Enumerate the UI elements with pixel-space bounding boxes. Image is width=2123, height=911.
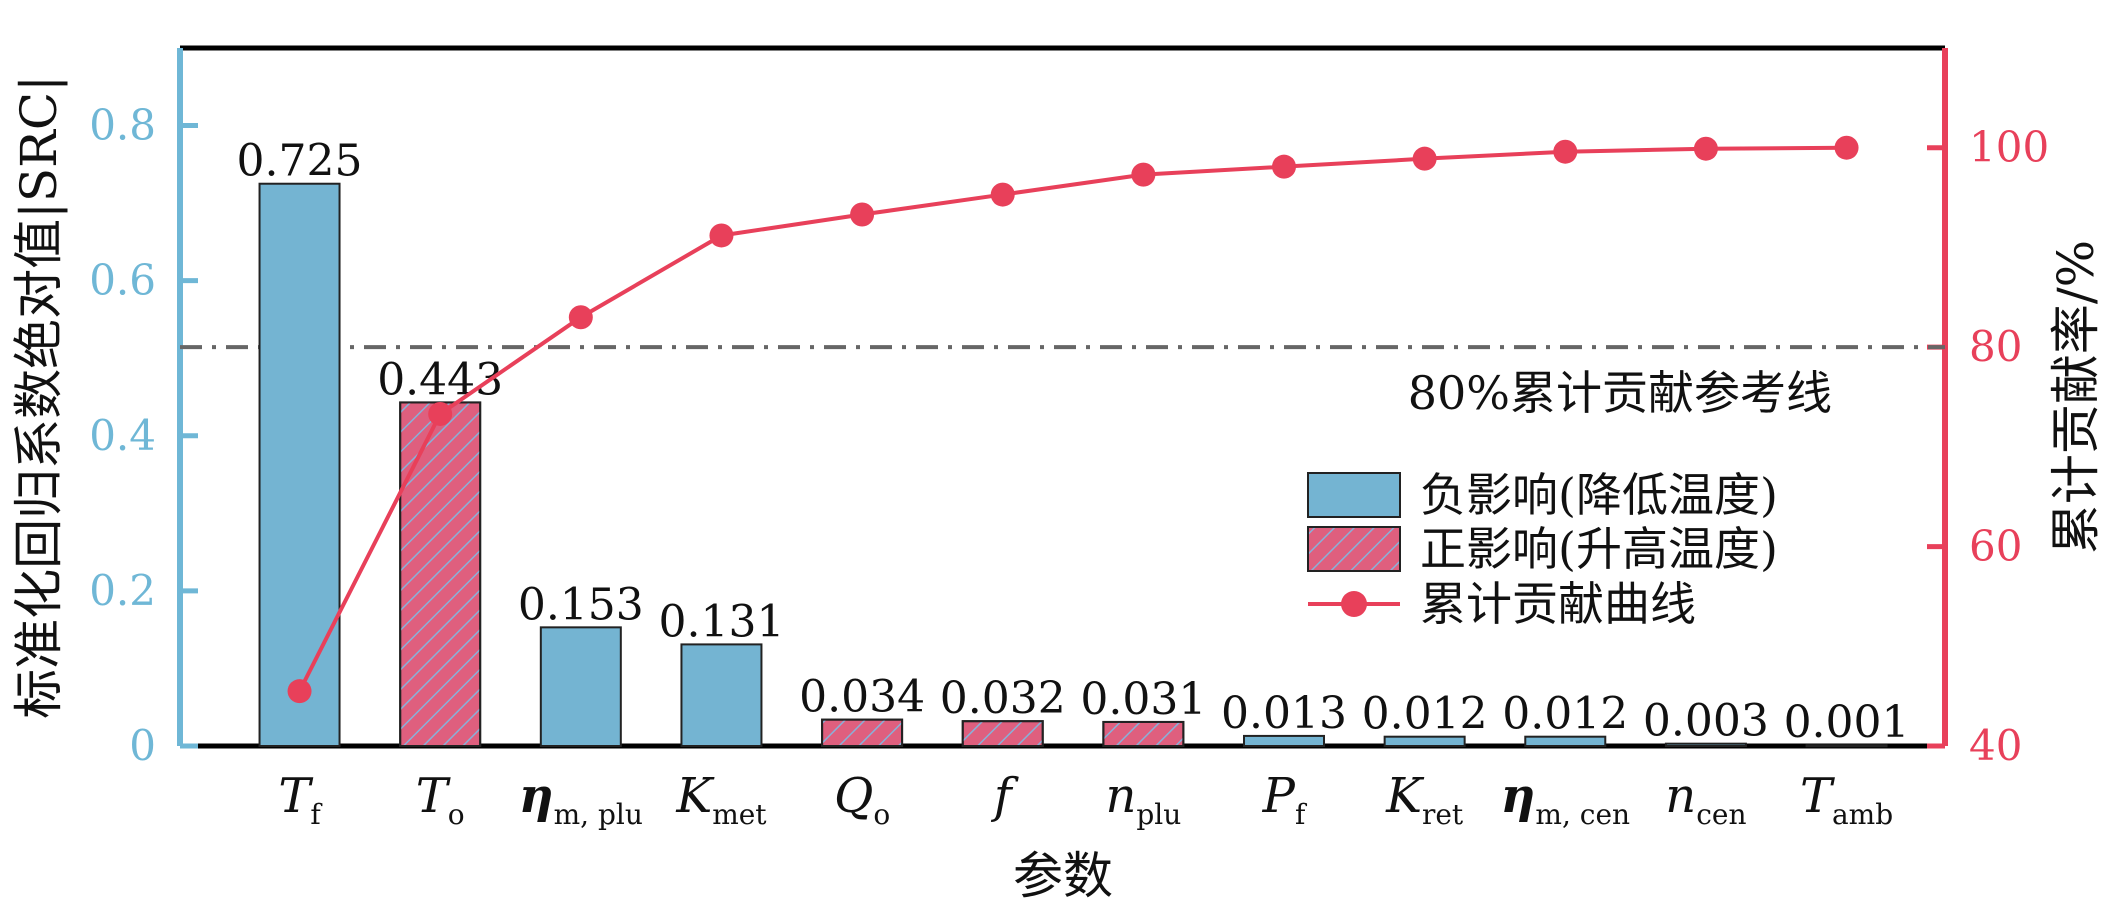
cumulative-point-3 bbox=[568, 305, 593, 330]
cumulative-point-5 bbox=[850, 202, 875, 227]
x-axis-tick-labels: Tf To ηm, plu Kmet Qo f nplu Pf Kret ηm, cen ncen T… bbox=[278, 768, 1893, 831]
cumulative-point-10 bbox=[1553, 139, 1578, 164]
bar-hatch-7 bbox=[1102, 720, 1185, 747]
right-tick-label: 40 bbox=[1969, 721, 2022, 770]
x-tick-label: f bbox=[991, 768, 1019, 824]
cumulative-point-12 bbox=[1834, 135, 1859, 160]
legend-swatch-negative bbox=[1307, 472, 1401, 518]
bar-value-label: 0.013 bbox=[1221, 688, 1347, 739]
x-axis-title: 参数 bbox=[1013, 847, 1113, 905]
left-tick-label: 0.4 bbox=[89, 411, 156, 460]
x-tick-label: To bbox=[416, 768, 465, 831]
reference-line-group: 80%累计贡献参考线 bbox=[180, 345, 1945, 420]
bar-hatch-6 bbox=[961, 720, 1044, 748]
x-tick-label: Kret bbox=[1385, 768, 1464, 831]
bar-value-label: 0.032 bbox=[940, 673, 1066, 724]
legend-label-neg: 负影响(降低温度) bbox=[1420, 468, 1778, 522]
cumulative-point-2 bbox=[428, 401, 453, 426]
bar-4 bbox=[680, 643, 763, 747]
cumulative-point-8 bbox=[1272, 154, 1297, 179]
bar-value-label: 0.012 bbox=[1362, 689, 1488, 740]
bar-hatch-2 bbox=[399, 401, 482, 747]
bar-10 bbox=[1524, 735, 1607, 748]
legend-marker-sample bbox=[1341, 591, 1367, 617]
x-tick-label: Qo bbox=[834, 768, 890, 831]
left-tick-label: 0.8 bbox=[89, 101, 156, 150]
left-tick-label: 0.2 bbox=[89, 566, 156, 615]
x-tick-label: nplu bbox=[1105, 768, 1181, 831]
cumulative-point-1 bbox=[287, 679, 312, 704]
right-tick-label: 80 bbox=[1969, 322, 2022, 371]
cumulative-line-series bbox=[287, 135, 1859, 704]
left-axis-title: 标准化回归系数绝对值|SRC| bbox=[10, 75, 68, 719]
bar-3 bbox=[539, 626, 622, 748]
bar-9 bbox=[1383, 735, 1466, 748]
bar-value-labels: 0.725 0.443 0.153 0.131 0.034 0.032 0.031 0.013… bbox=[237, 136, 1910, 749]
cumulative-point-9 bbox=[1412, 146, 1437, 171]
bar-value-label: 0.153 bbox=[518, 579, 644, 630]
bar-hatch-5 bbox=[821, 718, 904, 747]
bar-value-label: 0.131 bbox=[658, 596, 784, 647]
bar-1 bbox=[258, 182, 341, 747]
bar-8 bbox=[1243, 734, 1326, 748]
bar-value-label: 0.001 bbox=[1784, 697, 1910, 748]
bar-12 bbox=[1805, 744, 1888, 748]
x-tick-label: Tf bbox=[278, 768, 323, 831]
cumulative-point-4 bbox=[709, 223, 734, 248]
x-tick-label: Kmet bbox=[675, 768, 767, 831]
bar-value-label: 0.003 bbox=[1643, 696, 1769, 747]
legend-label-line: 累计贡献曲线 bbox=[1420, 577, 1696, 631]
cumulative-point-11 bbox=[1693, 136, 1718, 161]
x-tick-label: ηm, plu bbox=[519, 768, 643, 831]
reference-line-label: 80%累计贡献参考线 bbox=[1408, 366, 1832, 420]
bar-value-label: 0.031 bbox=[1080, 674, 1206, 725]
x-tick-label: Pf bbox=[1262, 768, 1308, 831]
x-tick-label: Tamb bbox=[1800, 768, 1893, 831]
right-axis-title: 累计贡献率/% bbox=[2047, 240, 2105, 554]
legend: 负影响(降低温度)正影响(升高温度)累计贡献曲线 bbox=[1307, 468, 1778, 631]
bar-value-label: 0.012 bbox=[1502, 689, 1628, 740]
bar-value-label: 0.034 bbox=[799, 672, 925, 723]
legend-label-pos: 正影响(升高温度) bbox=[1420, 522, 1778, 576]
cumulative-point-7 bbox=[1131, 162, 1156, 187]
right-axis-ticks: 40 60 80 100 bbox=[1927, 123, 2049, 770]
x-tick-label: ηm, cen bbox=[1501, 768, 1631, 831]
left-tick-label: 0.6 bbox=[89, 256, 156, 305]
bars bbox=[258, 182, 1888, 748]
right-tick-label: 60 bbox=[1969, 522, 2022, 571]
bar-11 bbox=[1664, 742, 1747, 748]
legend-swatch-positive-hatch bbox=[1307, 526, 1401, 572]
bar-value-label: 0.443 bbox=[377, 354, 503, 405]
cumulative-point-6 bbox=[990, 182, 1015, 207]
right-tick-label: 100 bbox=[1969, 123, 2049, 172]
left-axis-ticks: 0 0.2 0.4 0.6 0.8 bbox=[89, 101, 198, 770]
left-tick-label: 0 bbox=[129, 721, 156, 770]
x-tick-label: ncen bbox=[1665, 768, 1746, 831]
bar-value-label: 0.725 bbox=[237, 136, 363, 187]
cumulative-line bbox=[297, 145, 1847, 693]
